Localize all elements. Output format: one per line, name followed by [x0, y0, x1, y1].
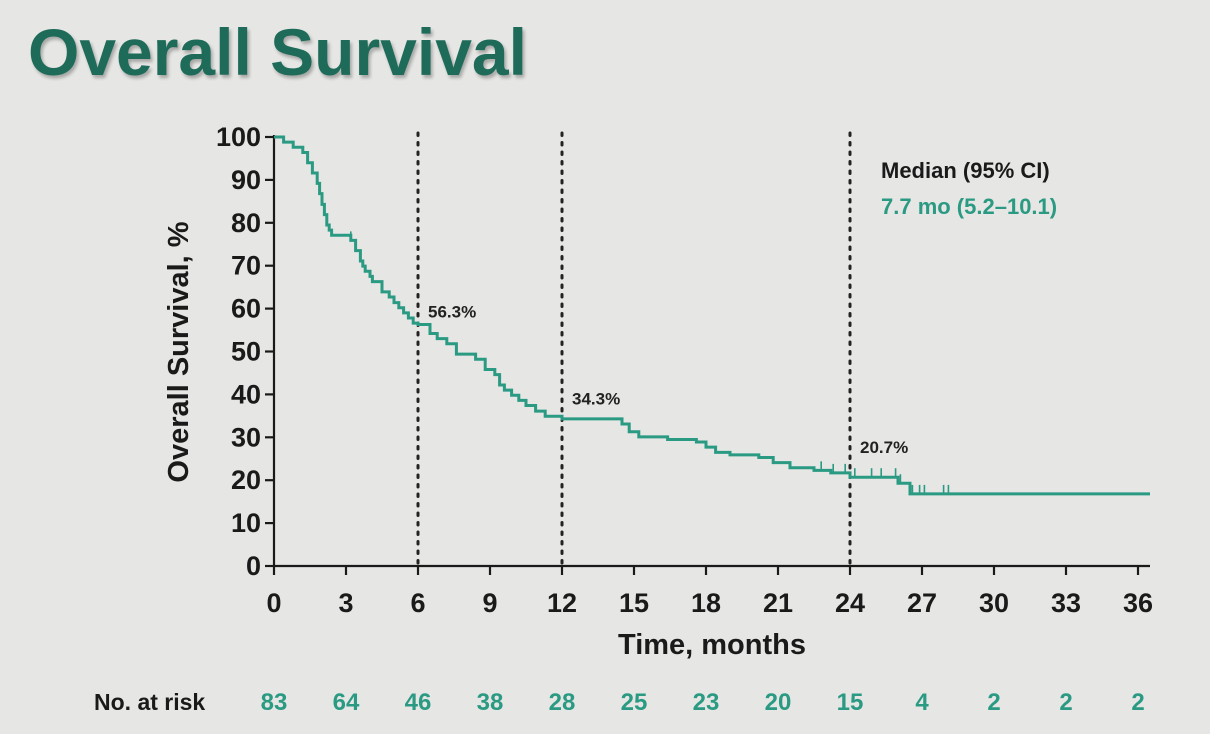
y-tick-label: 100 — [216, 122, 261, 152]
survival-curve — [274, 135, 1150, 496]
risk-count: 2 — [987, 689, 1000, 716]
x-tick-label: 30 — [979, 588, 1009, 618]
landmark-lines — [416, 131, 852, 568]
risk-count: 23 — [693, 689, 720, 716]
y-tick-label: 0 — [246, 551, 261, 581]
risk-table-label: No. at risk — [94, 689, 205, 715]
x-tick-label: 9 — [482, 588, 497, 618]
x-tick-label: 36 — [1123, 588, 1153, 618]
y-tick-label: 80 — [231, 208, 261, 238]
x-tick-label: 15 — [619, 588, 649, 618]
risk-count: 83 — [261, 689, 288, 716]
landmark-labels: 56.3% 34.3% 20.7% — [428, 303, 908, 457]
risk-count: 46 — [405, 689, 432, 716]
risk-count: 38 — [477, 689, 504, 716]
x-tick-label: 27 — [907, 588, 937, 618]
y-tick-label: 90 — [231, 165, 261, 195]
x-tick-label: 6 — [410, 588, 425, 618]
risk-table-values: 83 64 46 38 28 25 23 20 15 4 2 2 2 — [261, 689, 1145, 716]
y-axis: 0 10 20 30 40 50 60 70 80 90 100 — [216, 122, 276, 581]
survival-curve-group — [274, 135, 1150, 496]
risk-count: 25 — [621, 689, 648, 716]
y-tick-label: 70 — [231, 251, 261, 281]
x-tick-label: 0 — [266, 588, 281, 618]
risk-count: 15 — [837, 689, 864, 716]
risk-count: 28 — [549, 689, 576, 716]
risk-count: 64 — [333, 689, 360, 716]
landmark-label: 34.3% — [572, 390, 620, 409]
risk-count: 4 — [915, 689, 929, 716]
slide-title: Overall Survival — [28, 15, 527, 89]
landmark-label: 56.3% — [428, 303, 476, 322]
median-value: 7.7 mo (5.2–10.1) — [881, 194, 1057, 219]
x-tick-label: 12 — [547, 588, 577, 618]
risk-count: 2 — [1059, 689, 1072, 716]
y-tick-label: 40 — [231, 379, 261, 409]
y-tick-label: 20 — [231, 465, 261, 495]
risk-count: 2 — [1131, 689, 1144, 716]
y-tick-label: 30 — [231, 422, 261, 452]
x-axis: 0 3 6 9 12 15 18 21 24 27 30 33 36 — [266, 564, 1153, 618]
x-tick-label: 21 — [763, 588, 793, 618]
x-tick-label: 3 — [338, 588, 353, 618]
risk-count: 20 — [765, 689, 792, 716]
y-tick-label: 10 — [231, 508, 261, 538]
censor-marks — [349, 231, 950, 494]
x-tick-label: 33 — [1051, 588, 1081, 618]
y-tick-label: 50 — [231, 337, 261, 367]
median-heading: Median (95% CI) — [881, 158, 1050, 183]
x-tick-label: 24 — [835, 588, 865, 618]
landmark-label: 20.7% — [860, 438, 908, 457]
y-axis-label: Overall Survival, % — [163, 221, 195, 482]
x-axis-label: Time, months — [618, 629, 806, 661]
x-tick-label: 18 — [691, 588, 721, 618]
y-tick-label: 60 — [231, 294, 261, 324]
